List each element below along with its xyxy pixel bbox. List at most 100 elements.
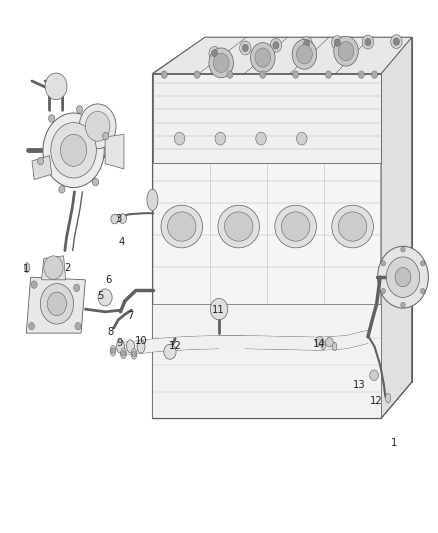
Circle shape — [420, 288, 425, 294]
Circle shape — [92, 179, 99, 186]
Circle shape — [370, 370, 378, 381]
Circle shape — [31, 281, 37, 288]
Circle shape — [60, 134, 87, 166]
Circle shape — [256, 132, 266, 145]
Ellipse shape — [127, 340, 134, 353]
Ellipse shape — [218, 205, 259, 248]
Circle shape — [44, 256, 63, 279]
Ellipse shape — [385, 393, 391, 403]
Text: 12: 12 — [369, 396, 382, 406]
Ellipse shape — [332, 205, 373, 248]
Polygon shape — [245, 336, 272, 349]
Circle shape — [242, 44, 248, 52]
Ellipse shape — [137, 340, 145, 353]
Circle shape — [45, 73, 67, 100]
Ellipse shape — [120, 348, 126, 359]
Ellipse shape — [167, 212, 196, 241]
Circle shape — [316, 336, 324, 346]
Circle shape — [49, 115, 55, 122]
Polygon shape — [320, 336, 346, 350]
Polygon shape — [26, 277, 85, 333]
Circle shape — [297, 45, 312, 64]
Circle shape — [401, 302, 405, 308]
Polygon shape — [346, 330, 368, 349]
Ellipse shape — [332, 342, 337, 351]
Circle shape — [79, 104, 116, 149]
Circle shape — [174, 132, 185, 145]
Circle shape — [362, 35, 374, 49]
Text: 14: 14 — [313, 339, 325, 349]
Polygon shape — [152, 304, 381, 418]
Ellipse shape — [161, 205, 202, 248]
Text: 5: 5 — [98, 292, 104, 301]
Circle shape — [381, 288, 385, 294]
Circle shape — [401, 247, 405, 252]
Circle shape — [75, 322, 81, 330]
Text: 12: 12 — [169, 342, 182, 351]
Ellipse shape — [275, 205, 316, 248]
Ellipse shape — [224, 212, 253, 241]
Circle shape — [297, 132, 307, 145]
Circle shape — [77, 106, 83, 113]
Circle shape — [270, 38, 282, 52]
Text: 1: 1 — [23, 264, 29, 274]
Circle shape — [111, 348, 115, 353]
Circle shape — [59, 185, 65, 193]
Circle shape — [393, 38, 399, 45]
Ellipse shape — [110, 345, 116, 356]
Circle shape — [386, 257, 420, 297]
Ellipse shape — [131, 349, 137, 359]
Polygon shape — [381, 37, 412, 418]
Polygon shape — [32, 156, 52, 180]
Circle shape — [334, 39, 340, 46]
Polygon shape — [153, 37, 412, 74]
Circle shape — [85, 111, 110, 141]
Circle shape — [209, 48, 233, 78]
Text: 10: 10 — [135, 336, 147, 346]
Polygon shape — [175, 336, 197, 350]
Circle shape — [102, 132, 109, 140]
Circle shape — [194, 71, 200, 78]
Circle shape — [420, 261, 425, 266]
Circle shape — [111, 214, 119, 224]
Circle shape — [47, 292, 67, 316]
Circle shape — [395, 268, 411, 287]
Circle shape — [365, 38, 371, 46]
Text: 4: 4 — [119, 237, 125, 247]
Text: 9: 9 — [116, 338, 122, 348]
Circle shape — [255, 48, 271, 67]
Polygon shape — [153, 74, 381, 163]
Circle shape — [378, 246, 428, 308]
Text: 8: 8 — [107, 327, 113, 336]
Ellipse shape — [25, 263, 30, 272]
Text: 6: 6 — [106, 276, 112, 285]
Circle shape — [121, 351, 126, 356]
Polygon shape — [120, 341, 136, 356]
Circle shape — [273, 42, 279, 49]
Circle shape — [213, 53, 229, 72]
Circle shape — [325, 337, 333, 347]
Ellipse shape — [321, 341, 325, 350]
Polygon shape — [197, 336, 219, 349]
Circle shape — [338, 42, 354, 61]
Ellipse shape — [338, 212, 367, 241]
Ellipse shape — [281, 212, 310, 241]
Text: 13: 13 — [353, 380, 365, 390]
Circle shape — [332, 36, 343, 50]
Ellipse shape — [117, 340, 124, 353]
Polygon shape — [298, 337, 320, 350]
Circle shape — [325, 71, 332, 78]
Circle shape — [43, 113, 104, 188]
Circle shape — [251, 43, 275, 72]
Circle shape — [212, 50, 218, 57]
Circle shape — [293, 71, 299, 78]
Polygon shape — [136, 339, 153, 354]
Ellipse shape — [147, 189, 158, 211]
Circle shape — [358, 71, 364, 78]
Polygon shape — [105, 134, 124, 169]
Circle shape — [371, 71, 378, 78]
Circle shape — [98, 289, 112, 306]
Circle shape — [40, 284, 74, 324]
Polygon shape — [152, 74, 381, 418]
Circle shape — [74, 284, 80, 292]
